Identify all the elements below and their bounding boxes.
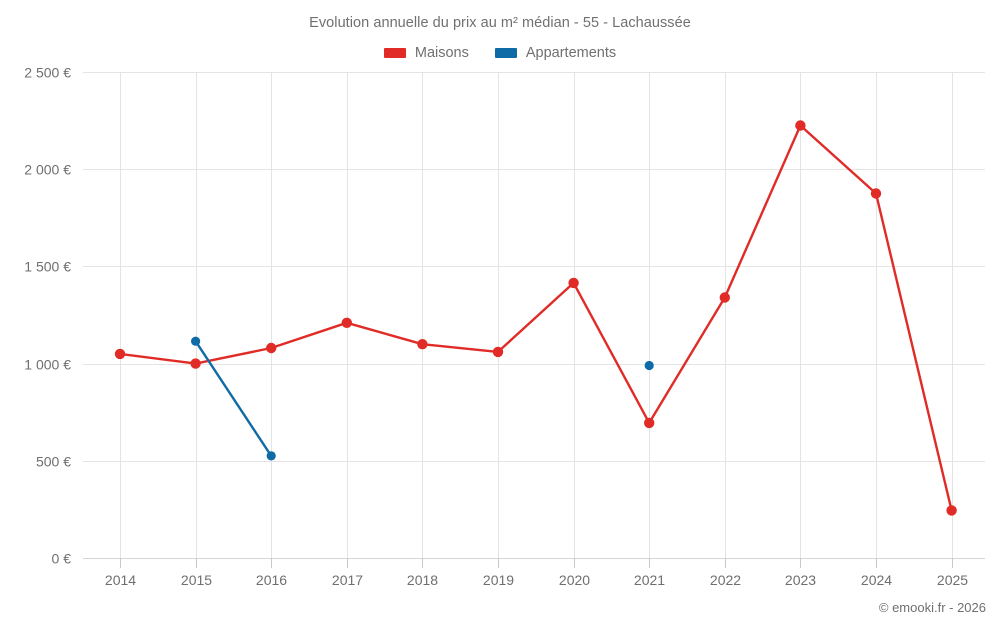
data-point[interactable] xyxy=(946,505,957,516)
x-axis-tick-label: 2015 xyxy=(181,572,212,588)
x-axis-tick-label: 2014 xyxy=(105,572,136,588)
legend-swatch-appartements xyxy=(494,48,517,58)
data-point[interactable] xyxy=(795,120,806,131)
data-point[interactable] xyxy=(417,339,428,350)
y-axis-tick-label: 2 000 € xyxy=(24,162,71,178)
x-axis-tick-label: 2016 xyxy=(256,572,287,588)
x-axis-tick-label: 2022 xyxy=(710,572,741,588)
y-gridlines: 0 € 500 € 1 000 € 1 500 € 2 000 € 2 500 € xyxy=(24,65,985,567)
y-axis-tick-label: 1 000 € xyxy=(24,357,71,373)
legend-item-appartements[interactable]: Appartements xyxy=(494,45,617,61)
data-point[interactable] xyxy=(492,346,504,358)
chart-legend: Maisons Appartements xyxy=(0,45,1000,61)
x-axis-tick-label: 2025 xyxy=(937,572,968,588)
x-axis-tick-label: 2023 xyxy=(785,572,816,588)
data-point[interactable] xyxy=(568,277,579,289)
data-point[interactable] xyxy=(266,342,277,354)
series-maisons xyxy=(114,120,957,516)
x-axis-tick-label: 2017 xyxy=(332,572,363,588)
x-axis-tick-label: 2024 xyxy=(861,572,892,588)
legend-swatch-maisons xyxy=(383,48,406,58)
y-axis-tick-label: 0 € xyxy=(52,551,72,567)
y-axis-tick-label: 2 500 € xyxy=(24,65,71,81)
data-point[interactable] xyxy=(870,188,882,199)
data-point[interactable] xyxy=(191,336,201,346)
x-axis-tick-label: 2020 xyxy=(559,572,590,588)
data-point[interactable] xyxy=(341,317,352,328)
x-axis-tick-label: 2018 xyxy=(407,572,438,588)
series-line xyxy=(118,124,953,512)
data-point[interactable] xyxy=(644,360,654,371)
x-gridlines: 2014 2015 2016 2017 2018 2019 2020 2021 2022 2023… xyxy=(105,72,968,588)
data-point[interactable] xyxy=(114,348,126,360)
y-axis-tick-label: 1 500 € xyxy=(24,259,71,275)
series-line xyxy=(194,340,273,458)
legend-label-maisons: Maisons xyxy=(414,45,469,61)
y-axis-tick-label: 500 € xyxy=(36,454,71,470)
x-axis-tick-label: 2021 xyxy=(634,572,665,588)
x-axis-tick-label: 2019 xyxy=(483,572,514,588)
legend-item-maisons[interactable]: Maisons xyxy=(383,45,469,61)
series-appartements xyxy=(191,336,654,461)
data-point[interactable] xyxy=(644,417,655,429)
data-point[interactable] xyxy=(190,358,201,369)
data-point[interactable] xyxy=(266,451,276,461)
legend-label-appartements: Appartements xyxy=(525,45,617,61)
footer-credit: © emooki.fr - 2026 xyxy=(878,600,986,615)
chart-title: Evolution annuelle du prix au m² médian … xyxy=(309,15,691,31)
data-point[interactable] xyxy=(719,292,730,303)
